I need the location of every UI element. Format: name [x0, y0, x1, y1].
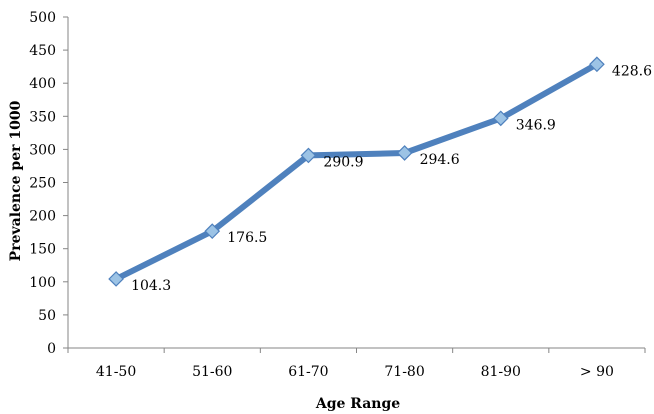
x-axis-ticks: 41-50 51-60 61-70 71-80 81-90 > 90 [67, 348, 646, 380]
data-label: 346.9 [516, 117, 556, 133]
data-point-marker [589, 56, 605, 73]
x-tick-label: 41-50 [96, 364, 136, 380]
series-layer [108, 56, 605, 287]
y-tick-label: 450 [29, 43, 56, 59]
axes [67, 17, 645, 349]
data-point-marker [300, 147, 317, 164]
x-tick-label: 51-60 [192, 364, 232, 380]
data-label: 428.6 [612, 63, 652, 79]
data-point-marker [108, 271, 124, 287]
y-axis-title: Prevalence per 1000 [8, 100, 24, 261]
x-tick-label: 81-90 [481, 364, 521, 380]
y-tick-label: 50 [38, 308, 56, 324]
y-tick-label: 250 [29, 176, 56, 192]
y-tick-label: 300 [29, 142, 56, 158]
data-labels: 104.3 176.5 290.9 294.6 346.9 428.6 [131, 63, 652, 294]
x-tick-label: > 90 [580, 364, 614, 380]
data-label: 104.3 [131, 278, 171, 294]
x-axis-title: Age Range [315, 396, 400, 412]
y-tick-label: 350 [29, 109, 56, 125]
data-label: 290.9 [323, 154, 363, 170]
y-tick-label: 200 [29, 209, 56, 225]
y-tick-label: 100 [29, 275, 56, 291]
x-tick-label: 61-70 [288, 364, 328, 380]
y-tick-label: 500 [29, 10, 56, 26]
series-line [113, 61, 600, 282]
y-tick-label: 400 [29, 76, 56, 92]
y-axis-ticks: 0 50 100 150 200 250 300 350 400 450 500 [29, 10, 68, 357]
data-point-marker [396, 145, 413, 161]
data-point-marker [492, 110, 509, 127]
x-tick-label: 71-80 [384, 364, 424, 380]
y-tick-label: 150 [29, 242, 56, 258]
y-tick-label: 0 [47, 341, 56, 357]
data-point-marker [204, 223, 221, 240]
data-label: 294.6 [420, 152, 460, 168]
data-label: 176.5 [227, 230, 267, 246]
